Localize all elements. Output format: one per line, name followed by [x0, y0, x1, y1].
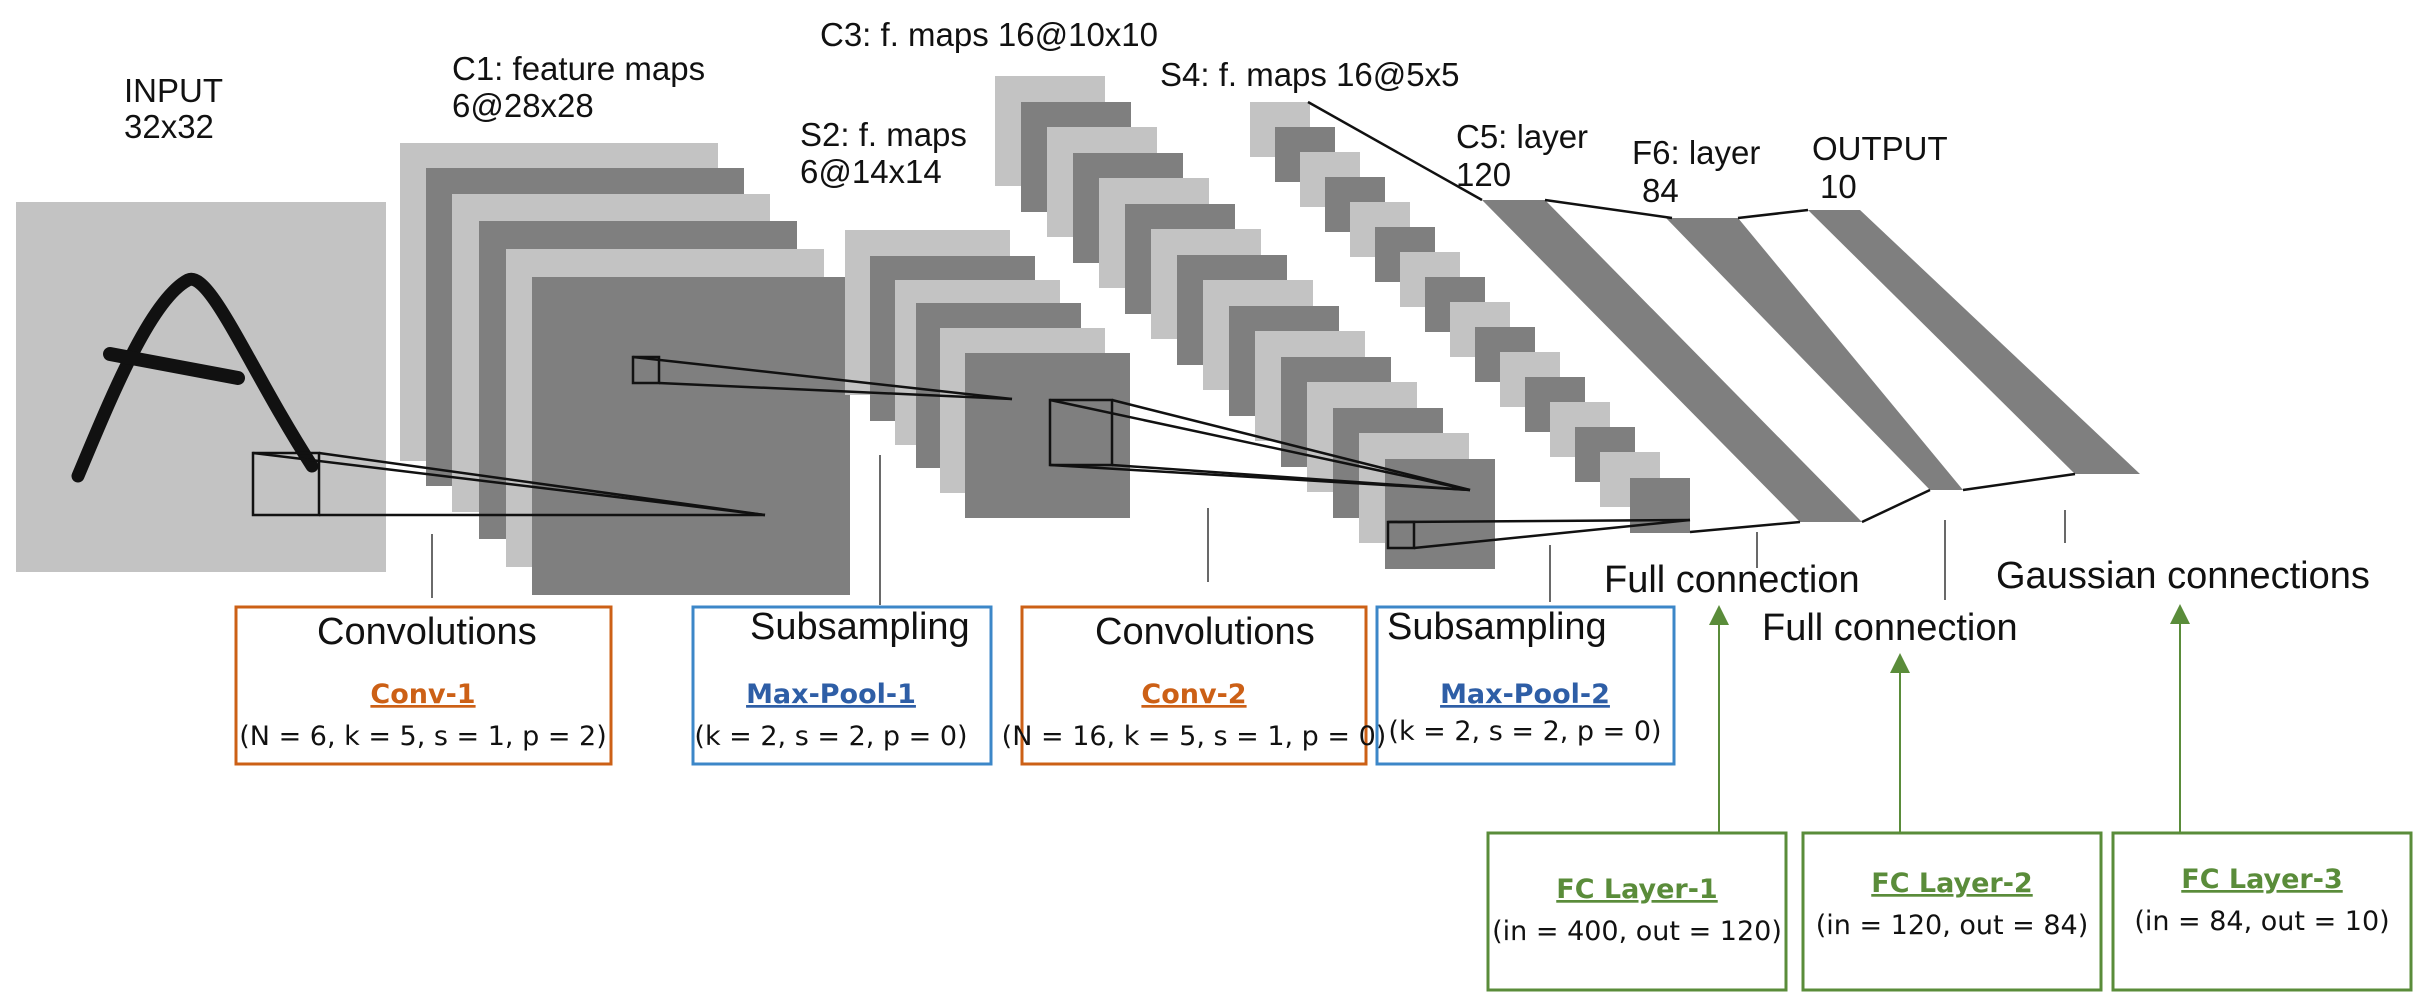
c1-title: C1: feature maps	[452, 50, 705, 87]
input-size: 32x32	[124, 108, 214, 145]
conv2-title: Conv-2	[1141, 679, 1246, 710]
pool2-params: (k = 2, s = 2, p = 0)	[1388, 716, 1661, 747]
input-to-c1-lines	[252, 451, 766, 517]
c5-title: C5: layer	[1456, 118, 1588, 155]
op-convolutions-1: Convolutions	[317, 611, 537, 653]
f6-size: 84	[1642, 172, 1679, 209]
pool2-title: Max-Pool-2	[1440, 679, 1610, 710]
c3-to-s4-lines	[1386, 518, 1691, 550]
s2-to-c3-lines	[1048, 398, 1471, 492]
conv2-params: (N = 16, k = 5, s = 1, p = 0)	[1002, 721, 1387, 752]
pool1-box: Max-Pool-1 (k = 2, s = 2, p = 0)	[691, 605, 993, 766]
fc2-box: FC Layer-2 (in = 120, out = 84)	[1801, 831, 2103, 992]
s2-feature-maps	[845, 230, 1130, 518]
fc3-params: (in = 84, out = 10)	[2134, 906, 2389, 937]
conv1-title: Conv-1	[370, 679, 475, 710]
s2-size: 6@14x14	[800, 153, 942, 190]
f6-title: F6: layer	[1632, 134, 1760, 171]
dense-connection-lines	[1307, 100, 2076, 534]
fc3-title: FC Layer-3	[2181, 864, 2342, 895]
input-title: INPUT	[124, 72, 223, 109]
c5-size: 120	[1456, 156, 1511, 193]
c5-layer	[1482, 200, 1862, 522]
conv2-box: Conv-2 (N = 16, k = 5, s = 1, p = 0)	[1002, 605, 1387, 766]
conv1-box: Conv-1 (N = 6, k = 5, s = 1, p = 2)	[234, 605, 613, 766]
output-size: 10	[1820, 168, 1857, 205]
fc2-params: (in = 120, out = 84)	[1816, 910, 2089, 941]
conv1-params: (N = 6, k = 5, s = 1, p = 2)	[239, 721, 606, 752]
c1-feature-maps	[400, 143, 850, 595]
output-layer	[1808, 210, 2140, 474]
fc3-box: FC Layer-3 (in = 84, out = 10)	[2111, 831, 2413, 992]
fc1-box: FC Layer-1 (in = 400, out = 120)	[1486, 831, 1788, 992]
pool1-params: (k = 2, s = 2, p = 0)	[694, 721, 967, 752]
input-image	[16, 202, 386, 572]
c3-feature-maps	[995, 76, 1495, 569]
c1-to-s2-lines	[632, 355, 1013, 401]
op-gaussian-connections: Gaussian connections	[1996, 555, 2370, 597]
op-convolutions-2: Convolutions	[1095, 611, 1315, 653]
c1-size: 6@28x28	[452, 87, 594, 124]
op-subsampling-1: Subsampling	[750, 606, 970, 648]
fc2-title: FC Layer-2	[1871, 868, 2032, 899]
f6-layer	[1666, 218, 1963, 490]
op-full-connection-2: Full connection	[1762, 607, 2018, 649]
output-title: OUTPUT	[1812, 130, 1948, 167]
fc1-title: FC Layer-1	[1556, 874, 1717, 905]
c3-title: C3: f. maps 16@10x10	[820, 16, 1158, 53]
op-subsampling-2: Subsampling	[1387, 606, 1607, 648]
op-full-connection-1: Full connection	[1604, 559, 1860, 601]
pool2-box: Max-Pool-2 (k = 2, s = 2, p = 0)	[1375, 605, 1676, 766]
pool1-title: Max-Pool-1	[746, 679, 916, 710]
stage-ticks	[431, 455, 2066, 605]
fc-arrows	[1709, 604, 2190, 833]
s4-title: S4: f. maps 16@5x5	[1160, 56, 1459, 93]
s2-title: S2: f. maps	[800, 116, 967, 153]
fc1-params: (in = 400, out = 120)	[1492, 916, 1782, 947]
